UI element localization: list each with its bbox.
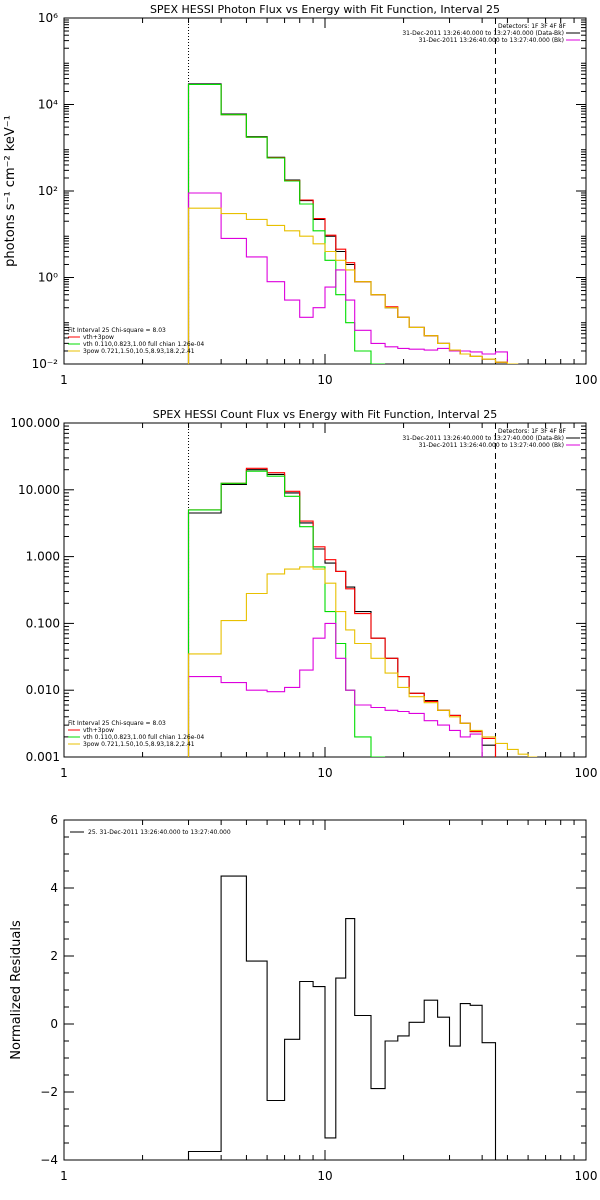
count-y-tick-label: 10.000 xyxy=(18,483,60,497)
count-fit-legend-entry: vth 0.110,0.823,1.00 full chian 1.26e-04 xyxy=(83,734,204,741)
count-y-tick-label: 100.000 xyxy=(10,416,60,430)
count-x-tick-label: 10 xyxy=(317,766,332,780)
photon-fit-legend-title: Fit Interval 25 Chi-square = 8.03 xyxy=(68,327,166,334)
photon-axes-frame xyxy=(63,17,587,365)
photon-y-tick-label: 10⁶ xyxy=(38,11,58,25)
photon-fit-legend-entry: vth+3pow xyxy=(83,334,114,341)
photon-panel: SPEX HESSI Photon Flux vs Energy with Fi… xyxy=(3,3,597,387)
photon-y-tick-label: 10⁻² xyxy=(32,357,59,371)
residuals-y-axis-label: Normalized Residuals xyxy=(9,920,24,1060)
photon-series-0 xyxy=(187,83,519,364)
residuals-x-tick-label: 100 xyxy=(575,1169,598,1183)
residuals-legend-entry: 25. 31-Dec-2011 13:26:40.000 to 13:27:40… xyxy=(88,829,231,836)
photon-fit-legend-entry: 3pow 0.721,1.50,10.5,8.93,18.2,2.41 xyxy=(83,348,195,355)
photon-y-tick-label: 10² xyxy=(38,184,58,198)
count-legend-title: Detectors: 1F 3F 4F 8F xyxy=(498,428,567,435)
residuals-y-tick-label: 4 xyxy=(50,881,58,895)
count-series-1 xyxy=(187,467,497,757)
photon-series-4 xyxy=(187,207,519,364)
residuals-y-tick-label: −2 xyxy=(40,1085,58,1099)
count-title: SPEX HESSI Count Flux vs Energy with Fit… xyxy=(153,408,497,421)
residuals-panel: Normalized Residuals 1 10 100 −4 −2 0 2 4 6 25. 31… xyxy=(9,813,597,1183)
count-series-3 xyxy=(187,622,483,757)
photon-x-tick-label: 1 xyxy=(60,373,68,387)
count-y-tick-label: 0.001 xyxy=(26,750,60,764)
residuals-x-tick-label: 10 xyxy=(317,1169,332,1183)
photon-y-axis-label: photons s⁻¹ cm⁻² keV⁻¹ xyxy=(3,115,18,267)
count-x-tick-label: 1 xyxy=(60,766,68,780)
photon-y-tick-label: 10⁰ xyxy=(38,271,58,285)
photon-legend-title: Detectors: 1F 3F 4F 8F xyxy=(498,23,567,30)
count-fit-legend-title: Fit Interval 25 Chi-square = 8.03 xyxy=(68,720,166,727)
count-series-4 xyxy=(187,566,538,757)
count-x-tick-label: 100 xyxy=(575,766,598,780)
count-y-tick-label: 0.100 xyxy=(26,616,60,630)
count-y-tick-label: 0.010 xyxy=(26,683,60,697)
residuals-y-tick-label: −4 xyxy=(40,1153,58,1167)
photon-x-tick-label: 100 xyxy=(575,373,598,387)
photon-title: SPEX HESSI Photon Flux vs Energy with Fi… xyxy=(150,3,500,16)
photon-x-tick-label: 10 xyxy=(317,373,332,387)
count-legend-entry: 31-Dec-2011 13:26:40.000 to 13:27:40.000… xyxy=(402,435,564,442)
photon-fit-legend-entry: vth 0.110,0.823,1.00 full chian 1.26e-04 xyxy=(83,341,204,348)
residuals-y-tick-label: 2 xyxy=(50,949,58,963)
photon-legend-entry: 31-Dec-2011 13:26:40.000 to 13:27:40.000… xyxy=(402,30,564,37)
residuals-y-tick-label: 6 xyxy=(50,813,58,827)
photon-series-3 xyxy=(187,192,508,364)
count-y-tick-label: 1.000 xyxy=(26,550,60,564)
residuals-y-tick-label: 0 xyxy=(50,1017,58,1031)
residuals-x-tick-label: 1 xyxy=(60,1169,68,1183)
residuals-series-0 xyxy=(187,875,497,1160)
count-fit-legend-entry: vth+3pow xyxy=(83,727,114,734)
photon-legend-entry: 31-Dec-2011 13:26:40.000 to 13:27:40.000… xyxy=(419,37,564,44)
photon-series-2 xyxy=(187,83,386,364)
count-panel: SPEX HESSI Count Flux vs Energy with Fit… xyxy=(10,408,597,780)
photon-y-tick-label: 10⁴ xyxy=(38,98,58,112)
count-legend-entry: 31-Dec-2011 13:26:40.000 to 13:27:40.000… xyxy=(419,442,564,449)
count-fit-legend-entry: 3pow 0.721,1.50,10.5,8.93,18.2,2.41 xyxy=(83,741,195,748)
photon-series-1 xyxy=(187,83,519,364)
